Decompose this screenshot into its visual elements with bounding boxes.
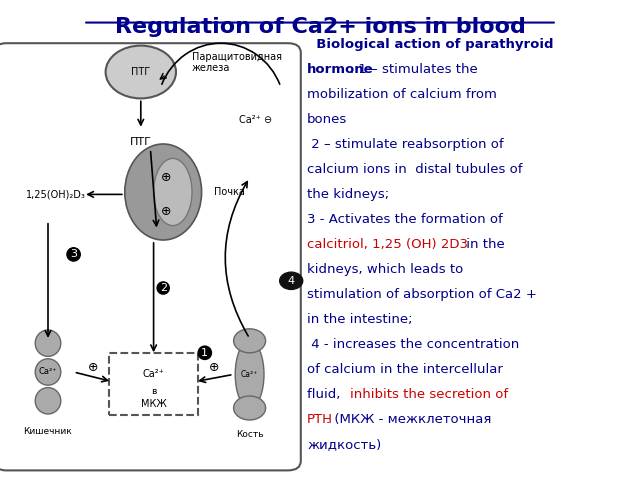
Text: PTH: PTH [307, 413, 333, 426]
Ellipse shape [125, 144, 202, 240]
Ellipse shape [35, 359, 61, 385]
Text: Почка: Почка [214, 187, 245, 197]
Text: Ca²⁺ ⊖: Ca²⁺ ⊖ [239, 115, 273, 125]
Text: hormone: hormone [307, 63, 374, 76]
Ellipse shape [35, 388, 61, 414]
Text: fluid,: fluid, [307, 388, 345, 401]
Text: 1: 1 [202, 348, 208, 358]
Circle shape [280, 272, 303, 289]
Text: . (МКЖ - межклеточная: . (МКЖ - межклеточная [326, 413, 491, 426]
Text: ⊕: ⊕ [161, 204, 172, 218]
Text: inhibits the secretion of: inhibits the secretion of [351, 388, 509, 401]
Text: mobilization of calcium from: mobilization of calcium from [307, 88, 497, 101]
Text: bones: bones [307, 113, 348, 126]
Text: 1,25(OH)₂D₃: 1,25(OH)₂D₃ [26, 190, 86, 199]
Text: Кость: Кость [236, 430, 264, 439]
FancyBboxPatch shape [0, 43, 301, 470]
Text: МКЖ: МКЖ [141, 399, 166, 409]
Text: . 1 – stimulates the: . 1 – stimulates the [351, 63, 478, 76]
Text: 3 - Activates the formation of: 3 - Activates the formation of [307, 213, 503, 226]
Text: 4 - increases the concentration: 4 - increases the concentration [307, 338, 520, 351]
Text: 2: 2 [159, 283, 167, 293]
Text: stimulation of absorption of Ca2 +: stimulation of absorption of Ca2 + [307, 288, 537, 301]
Ellipse shape [154, 158, 192, 226]
Text: in the: in the [461, 238, 504, 251]
Text: Regulation of Ca2+ ions in blood: Regulation of Ca2+ ions in blood [115, 17, 525, 37]
Text: of calcium in the intercellular: of calcium in the intercellular [307, 363, 503, 376]
Text: ПТГ: ПТГ [130, 137, 152, 147]
Text: ⊕: ⊕ [209, 360, 220, 374]
Text: kidneys, which leads to: kidneys, which leads to [307, 263, 463, 276]
Text: ПТГ: ПТГ [131, 67, 150, 77]
Circle shape [106, 46, 176, 98]
Text: Паращитовидная
железа: Паращитовидная железа [192, 51, 282, 73]
Text: Biological action of parathyroid: Biological action of parathyroid [307, 38, 554, 51]
Text: жидкость): жидкость) [307, 438, 381, 451]
FancyBboxPatch shape [109, 353, 198, 415]
Ellipse shape [35, 330, 61, 356]
Circle shape [234, 396, 266, 420]
Text: 3: 3 [70, 250, 77, 259]
Text: in the intestine;: in the intestine; [307, 313, 413, 326]
Text: calcitriol, 1,25 (OH) 2D3: calcitriol, 1,25 (OH) 2D3 [307, 238, 468, 251]
Text: ⊕: ⊕ [88, 360, 98, 374]
Text: Кишечник: Кишечник [24, 427, 72, 436]
Text: Ca²⁺: Ca²⁺ [241, 370, 258, 379]
Text: the kidneys;: the kidneys; [307, 188, 389, 201]
Text: Ca²⁺: Ca²⁺ [143, 370, 164, 379]
Text: Ca²⁺: Ca²⁺ [38, 368, 58, 376]
Text: ⊕: ⊕ [161, 171, 172, 184]
Text: в: в [151, 387, 156, 396]
Text: 4: 4 [287, 276, 295, 286]
Text: calcium ions in  distal tubules of: calcium ions in distal tubules of [307, 163, 523, 176]
Ellipse shape [236, 341, 264, 408]
Circle shape [234, 329, 266, 353]
Text: 2 – stimulate reabsorption of: 2 – stimulate reabsorption of [307, 138, 504, 151]
